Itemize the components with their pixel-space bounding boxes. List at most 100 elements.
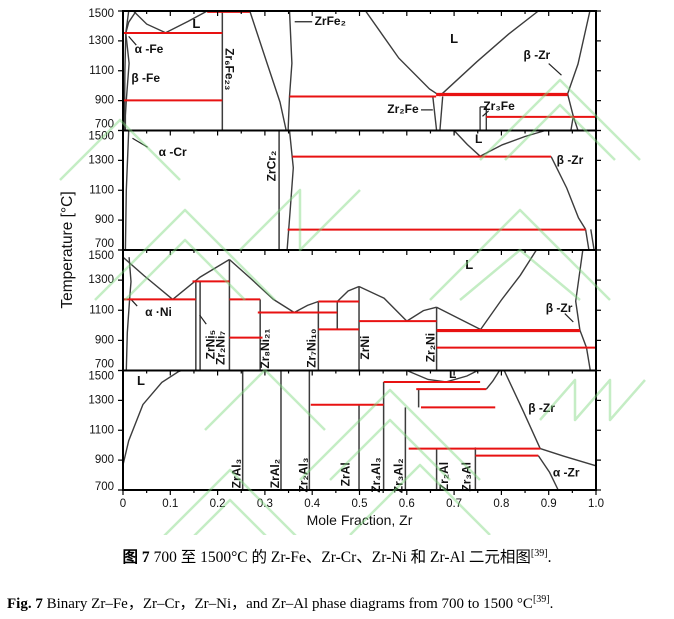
watermark-stroke	[539, 378, 646, 422]
watermark-stroke	[124, 238, 246, 301]
label-leader	[482, 110, 490, 117]
caption-chinese-reference: [39]	[530, 547, 548, 559]
caption-english-label: Fig. 7	[7, 596, 43, 612]
phase-boundary-curve	[172, 258, 230, 300]
phase-label: β -Fe	[131, 71, 160, 85]
phase-label: Zr₃Fe	[483, 99, 515, 113]
phase-label: Zr₄Al₃	[369, 457, 383, 492]
phase-boundary-curve	[574, 249, 584, 331]
caption-chinese-text: 700 至 1500°C 的 Zr-Fe、Zr-Cr、Zr-Ni 和 Zr-Al…	[149, 549, 531, 566]
phase-label: Zr₇Ni₁₀	[304, 329, 318, 368]
phase-boundary-curve	[453, 130, 481, 157]
label-leader	[564, 313, 574, 323]
watermark-stroke	[479, 78, 641, 161]
phase-boundary-curve	[590, 229, 595, 251]
phase-label: Zr₂Ni₇	[214, 331, 228, 365]
phase-label: β -Zr	[546, 301, 573, 315]
phase-boundary-curve	[228, 258, 295, 314]
phase-label: ZrFe₂	[315, 14, 346, 28]
phase-diagram-svg: Lα -Fe β -Fe Zr₆Fe₂₃ ZrFe₂ Lβ -Zr Zr₂Fe Zr₃Fe α…	[59, 8, 646, 561]
y-tick-label: 1300	[88, 394, 114, 406]
x-tick-label: 0.6	[399, 498, 415, 510]
x-tick-label: 0.9	[541, 498, 557, 510]
watermark-stroke	[349, 463, 491, 536]
y-tick-label: 1300	[88, 274, 114, 286]
phase-label: α -Zr	[553, 465, 580, 479]
watermark-stroke	[94, 208, 276, 301]
phase-boundary-curve	[358, 285, 408, 322]
phase-label: L	[449, 367, 456, 381]
y-tick-label: 1100	[89, 304, 114, 316]
caption-chinese-label: 图 7	[122, 549, 150, 566]
y-axis-title: Temperature [°C]	[59, 191, 76, 308]
phase-boundary-curve	[128, 257, 132, 300]
panel-zr-cr: α -Cr ZrCr₂ Lβ -Zr	[124, 129, 595, 251]
phase-label: β -Zr	[524, 48, 551, 62]
phase-boundary-curve	[125, 33, 130, 101]
y-tick-label: 1100	[89, 184, 114, 196]
y-tick-label: 700	[95, 481, 114, 493]
phase-boundary-curve	[579, 329, 588, 348]
label-leader	[132, 137, 148, 148]
x-tick-label: 0.7	[446, 498, 462, 510]
phase-boundary-curve	[293, 300, 319, 314]
label-leader	[130, 298, 138, 307]
y-tick-label: 1100	[89, 424, 114, 436]
phase-boundary-curve	[336, 285, 360, 303]
phase-boundary-curve	[566, 10, 591, 95]
phase-label: Zr₂Al	[437, 462, 451, 491]
phase-label: Zr₂Ni	[424, 333, 438, 362]
y-tick-label: 1500	[88, 371, 114, 383]
phase-boundary-curve	[503, 370, 541, 449]
phase-boundary-curve	[539, 447, 597, 467]
x-tick-label: 0.3	[257, 498, 273, 510]
phase-boundary-curve	[249, 10, 287, 131]
phase-boundary-curve	[585, 347, 591, 371]
caption-english: Fig. 7 Binary Zr–Fe，Zr–Cr，Zr–Ni，and Zr–A…	[7, 592, 674, 613]
y-tick-label: 1500	[88, 131, 114, 143]
label-leader	[199, 314, 207, 325]
watermark-stroke	[429, 208, 611, 301]
phase-label: ZrCr₂	[265, 151, 279, 182]
phase-label: L	[465, 257, 473, 272]
y-tick-label: 1300	[88, 35, 114, 47]
phase-label: L	[137, 373, 145, 388]
watermark-stroke	[204, 368, 326, 431]
phase-boundary-curve	[287, 10, 293, 131]
phase-label: β -Zr	[557, 153, 584, 167]
phase-label: Zr₂Fe	[387, 102, 419, 116]
phase-label: ZrNi₅	[204, 330, 218, 360]
phase-boundary-curve	[485, 370, 501, 390]
phase-label: L	[192, 16, 200, 31]
caption-chinese: 图 7 700 至 1500°C 的 Zr-Fe、Zr-Cr、Zr-Ni 和 Z…	[0, 545, 674, 567]
y-tick-label: 700	[95, 238, 114, 250]
x-axis-title: Mole Fraction, Zr	[307, 512, 413, 528]
phase-label: α -Fe	[135, 42, 164, 56]
phase-boundary-curve	[122, 256, 174, 300]
y-tick-label: 900	[95, 214, 114, 226]
watermark-stroke	[459, 248, 581, 301]
phase-boundary-curve	[479, 129, 546, 157]
watermark-stroke	[329, 418, 451, 481]
watermark-stroke	[504, 103, 616, 161]
phase-label: β -Zr	[528, 401, 555, 415]
x-tick-label: 0.8	[493, 498, 509, 510]
x-tick-label: 0.1	[162, 498, 178, 510]
phase-boundary-curve	[124, 130, 130, 251]
phase-label: Zr₈Ni₂₁	[258, 329, 272, 369]
y-tick-label: 1300	[88, 154, 114, 166]
panel-zr-al: L ZrAl₃ ZrAl₂ Zr₂Al₃ ZrAl Zr₄Al₃ Zr₃Al₂ Zr₂Al Zr…	[122, 367, 597, 493]
phase-label: α ·Ni	[145, 305, 172, 319]
phase-label: ZrAl	[338, 462, 352, 486]
x-tick-label: 0.5	[352, 498, 368, 510]
phase-boundary-curve	[365, 10, 441, 97]
y-tick-label: 1500	[88, 250, 114, 262]
phase-boundary-curve	[439, 96, 444, 131]
phase-boundary-curve	[406, 306, 437, 322]
watermark-stroke	[299, 388, 481, 481]
y-tick-label: 900	[95, 454, 114, 466]
phase-label: Zr₆Fe₂₃	[223, 48, 237, 90]
